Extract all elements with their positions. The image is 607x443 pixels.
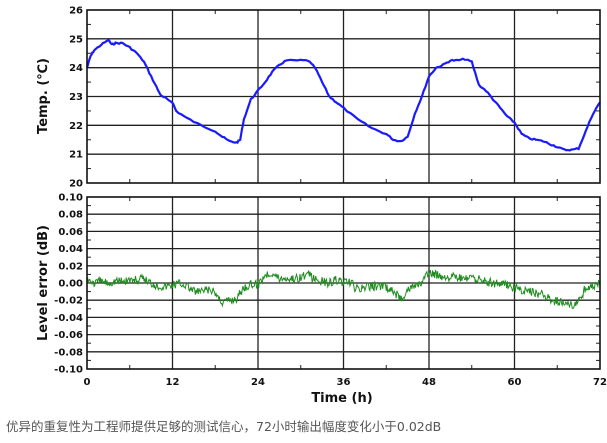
y-tick-label: 0.04 [58,244,83,255]
y-tick-label: 22 [69,121,83,132]
y-tick-label: -0.06 [54,330,83,341]
series-line [85,39,601,152]
y-tick-label: 0.00 [58,279,83,290]
y-tick-label: 26 [69,6,83,17]
y-tick-label: 0.10 [58,193,83,204]
temp-y-axis-label: Temp. (℃) [36,58,51,134]
y-tick-label: -0.10 [54,365,83,376]
y-tick-label: 24 [69,63,83,74]
y-tick-label: 23 [69,92,83,103]
y-tick-label: -0.02 [54,296,83,307]
y-tick-label: 0.02 [58,261,83,272]
level-y-axis-label: Level error (dB) [36,225,51,341]
y-tick-label: -0.08 [54,347,83,358]
y-tick-label: 20 [69,179,83,190]
x-tick-label: 36 [337,377,351,388]
x-tick-label: 72 [593,377,607,388]
temperature-plot: 20 21 22 23 24 25 26 [69,6,601,190]
level-error-plot: -0.10 -0.08 -0.06 -0.04 -0.02 0.00 0.02 0.04 0.0… [54,193,607,389]
x-tick-label: 12 [166,377,180,388]
plot-frame [86,9,601,184]
y-tick-label: -0.04 [54,313,83,324]
x-tick-label: 0 [84,377,91,388]
x-tick-label: 48 [422,377,436,388]
y-tick-label: 21 [69,150,83,161]
y-tick-label: 0.06 [58,227,83,238]
chart: 20 21 22 23 24 25 26 -0.10 -0.08 -0.06 -0.04 -0.02… [36,6,607,407]
y-tick-label: 25 [69,34,83,45]
caption: 优异的重复性为工程师提供足够的测试信心，72小时输出幅度变化小于0.02dB [6,419,442,434]
x-tick-label: 24 [251,377,265,388]
x-axis-label: Time (h) [311,391,372,406]
plot-frame [86,196,601,370]
x-tick-label: 60 [508,377,522,388]
y-tick-label: 0.08 [58,210,83,221]
series-line [86,269,601,309]
